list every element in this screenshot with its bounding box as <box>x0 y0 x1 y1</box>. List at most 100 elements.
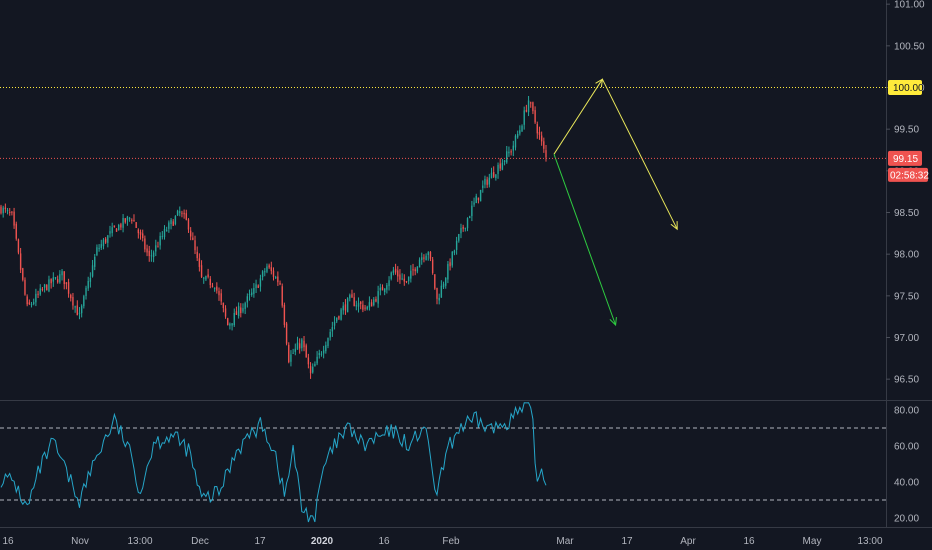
candle-body <box>510 151 512 153</box>
candle-body <box>290 354 292 362</box>
candle-body <box>222 302 225 309</box>
candle-body <box>508 151 510 154</box>
price-scale[interactable]: 101.00100.50100.0099.5099.0098.5098.0097… <box>886 0 929 527</box>
candle-body <box>390 272 392 279</box>
candle-body <box>283 304 286 325</box>
candle-body <box>181 212 183 214</box>
candle-body <box>248 294 251 296</box>
candle-body <box>4 207 7 210</box>
candle-body <box>224 308 227 317</box>
projection-segment[interactable] <box>553 78 603 155</box>
candle-body <box>438 297 440 301</box>
candle-body <box>462 226 464 229</box>
candle-body <box>41 288 44 290</box>
candle-body <box>240 307 242 314</box>
candle-body <box>137 229 140 234</box>
candle-body <box>351 294 353 298</box>
candle-body <box>109 231 111 234</box>
candle-body <box>281 286 283 306</box>
candle-body <box>0 206 2 214</box>
candle-body <box>100 244 102 248</box>
projection-segment[interactable] <box>553 153 617 326</box>
candle-body <box>292 352 294 354</box>
candle-body <box>460 228 462 234</box>
candle-body <box>440 285 443 298</box>
candle-body <box>266 266 268 272</box>
candle-body <box>170 219 172 225</box>
candle-body <box>63 271 65 285</box>
candle-body <box>220 293 222 302</box>
candle-body <box>196 251 198 259</box>
candle-body <box>370 302 373 307</box>
time-tick-label: 17 <box>254 536 266 547</box>
candle-body <box>211 285 214 287</box>
candle-body <box>534 110 536 123</box>
candle-body <box>346 298 349 313</box>
candle-body <box>303 340 305 348</box>
candle-body <box>189 230 192 237</box>
candle-body <box>355 305 358 307</box>
candle-body <box>67 282 70 294</box>
candle-body <box>35 293 37 303</box>
candle-body <box>264 271 266 273</box>
candle-body <box>488 177 491 185</box>
candle-body <box>501 162 504 170</box>
candle-body <box>521 125 523 132</box>
candle-body <box>506 151 508 163</box>
projection-arrowhead <box>609 316 617 327</box>
candle-body <box>30 304 33 306</box>
candle-body <box>285 323 288 344</box>
countdown-label: 02:58:32 <box>890 170 929 181</box>
candle-body <box>301 339 303 349</box>
time-scale[interactable]: 16 Nov 13:00 Dec 17 2020 16 Feb Mar 17 Apr 16 May 13:… <box>0 527 932 548</box>
candle-body <box>397 270 399 277</box>
oscillator-tick-label: 20.00 <box>894 514 919 525</box>
candle-body <box>399 274 401 280</box>
candle-body <box>172 221 174 226</box>
candle-body <box>464 227 467 229</box>
candle-body <box>6 210 9 212</box>
candle-body <box>15 223 17 239</box>
candle-body <box>54 277 57 279</box>
candle-body <box>527 100 530 113</box>
candle-body <box>279 282 281 285</box>
candle-body <box>455 240 458 250</box>
candle-body <box>294 348 296 352</box>
time-tick-label: 16 <box>2 536 14 547</box>
candle-body <box>50 279 52 284</box>
candle-body <box>251 292 253 295</box>
oscillator-tick-label: 80.00 <box>894 406 919 417</box>
candle-body <box>244 303 246 309</box>
time-tick-label: 16 <box>378 536 390 547</box>
candle-body <box>65 282 68 285</box>
candle-body <box>360 301 362 305</box>
projection-segment[interactable] <box>601 78 678 230</box>
candle-body <box>514 135 517 148</box>
candle-body <box>87 280 89 289</box>
candle-body <box>118 224 120 230</box>
candle-body <box>157 246 159 248</box>
price-pane[interactable] <box>0 78 886 379</box>
candle-body <box>17 239 20 253</box>
candle-body <box>33 302 35 304</box>
candle-body <box>305 345 307 358</box>
candle-body <box>198 258 201 267</box>
candle-body <box>477 197 480 201</box>
candle-body <box>388 280 390 287</box>
candle-body <box>381 287 384 291</box>
candle-body <box>538 131 541 135</box>
candle-body <box>357 302 360 307</box>
oscillator-pane[interactable] <box>0 402 886 523</box>
time-tick-label: Dec <box>191 536 209 547</box>
candle-body <box>442 283 445 288</box>
time-tick-label: May <box>803 536 822 547</box>
candle-body <box>122 217 124 228</box>
candle-body <box>484 178 486 185</box>
candle-body <box>307 357 310 365</box>
candle-body <box>235 311 238 315</box>
candle-body <box>200 265 203 277</box>
horizontal-levels <box>0 87 886 159</box>
candle-body <box>120 224 122 228</box>
candle-body <box>70 294 72 299</box>
